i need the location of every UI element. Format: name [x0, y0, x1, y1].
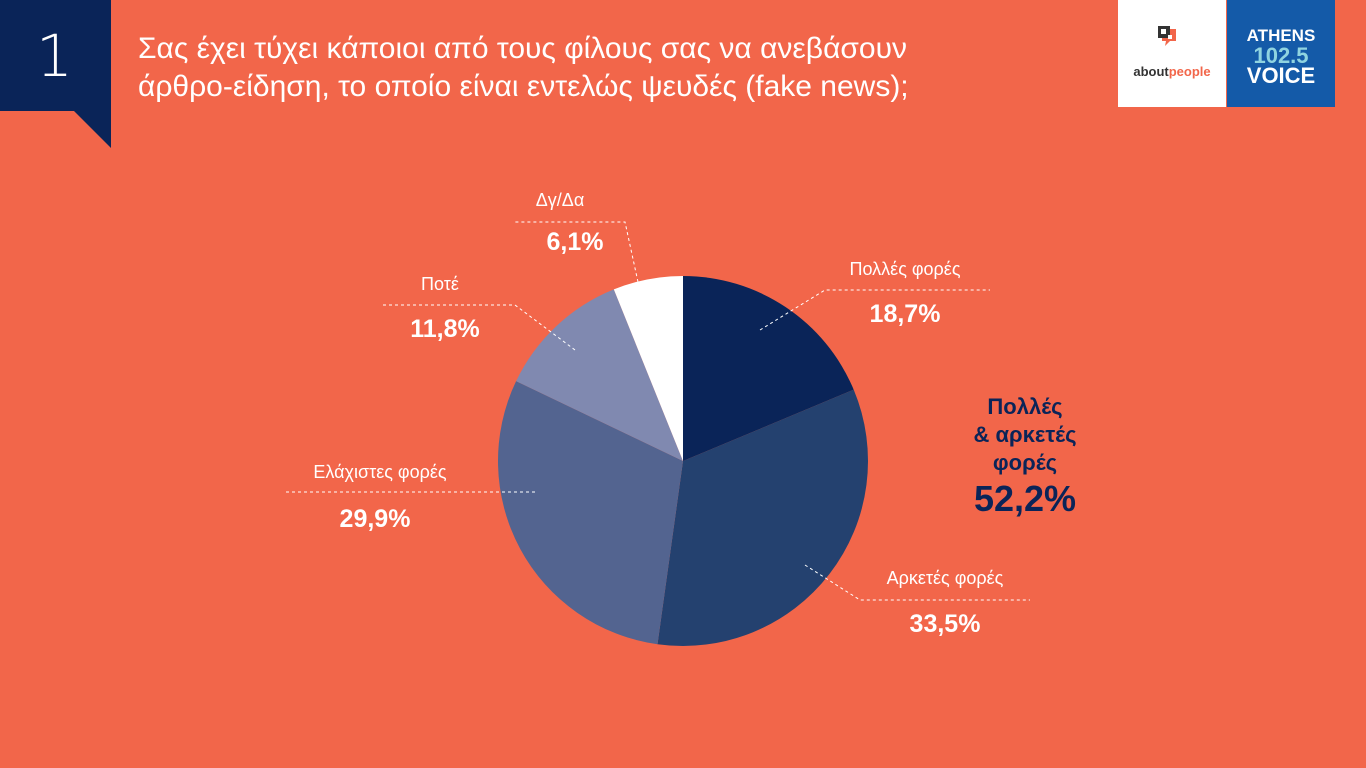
- leader-line-pollés: [759, 289, 990, 331]
- athens-voice-logo: ATHENS 102.5 VOICE: [1227, 0, 1335, 107]
- question-number: 1: [36, 22, 73, 90]
- pie-slice-2: [498, 381, 683, 645]
- logo-athens: ATHENS: [1246, 26, 1316, 45]
- logo-frequency: 102.5: [1253, 43, 1309, 68]
- value-arketes: 33,5%: [909, 610, 981, 638]
- aboutpeople-logo: aboutpeople: [1118, 0, 1226, 107]
- summary-value: 52,2%: [973, 478, 1077, 519]
- title-line-1: Σας έχει τύχει κάποιοι από τους φίλους σ…: [138, 32, 908, 65]
- leader-line-dgda: [515, 221, 639, 283]
- label-pote: Ποτέ: [421, 274, 459, 294]
- pie-slice-3: [516, 289, 683, 461]
- pie-slice-4: [613, 276, 683, 461]
- summary-annotation: Πολλές & αρκετές φορές 52,2%: [940, 393, 1110, 521]
- badge-tail: [74, 111, 111, 148]
- logo-text-about: about: [1133, 64, 1169, 79]
- logo-text-people: people: [1168, 64, 1211, 79]
- value-elachistes: 29,9%: [339, 505, 411, 533]
- label-polles: Πολλές φορές: [849, 259, 961, 279]
- speech-bubbles-icon: [1158, 26, 1176, 46]
- page-title: Σας έχει τύχει κάποιοι από τους φίλους σ…: [138, 30, 909, 106]
- pie-slice-0: [683, 276, 854, 461]
- value-pote: 11,8%: [410, 315, 480, 343]
- summary-line-1: Πολλές: [987, 394, 1063, 419]
- question-number-badge: 1: [0, 0, 111, 111]
- label-elachistes: Ελάχιστες φορές: [313, 462, 447, 482]
- pie-slice-1: [657, 389, 869, 646]
- label-dgda: Δγ/Δα: [535, 190, 585, 210]
- logo-voice: VOICE: [1246, 63, 1316, 88]
- summary-line-2: & αρκετές φορές: [973, 422, 1077, 475]
- leader-line-pote: [380, 304, 576, 351]
- title-line-2: άρθρο-είδηση, το οποίο είναι εντελώς ψευ…: [138, 70, 909, 103]
- value-polles: 18,7%: [869, 300, 941, 328]
- label-arketes: Αρκετές φορές: [886, 568, 1004, 588]
- value-dgda: 6,1%: [546, 228, 604, 256]
